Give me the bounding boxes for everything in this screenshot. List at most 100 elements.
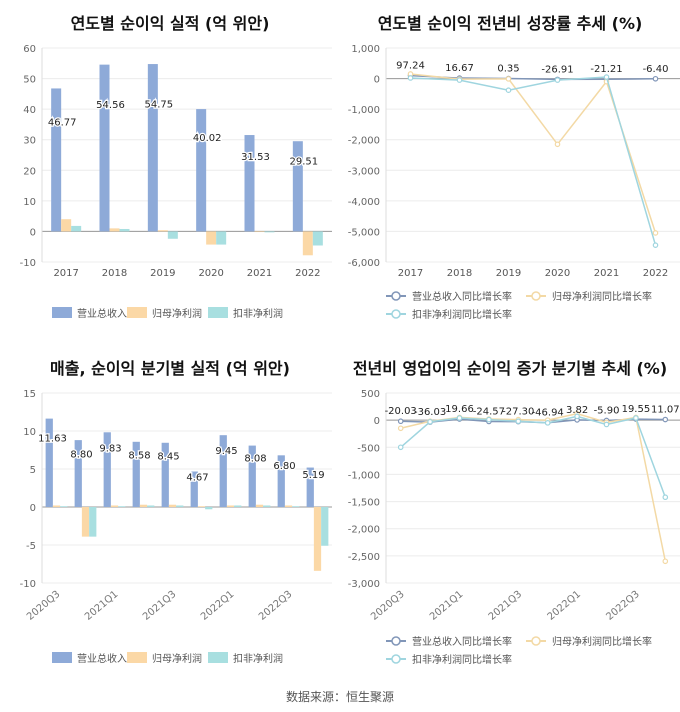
bar-3	[147, 505, 155, 507]
y-tick-label: -4,000	[348, 197, 380, 208]
bar-1	[306, 467, 314, 507]
bar-1	[292, 141, 303, 232]
chart-title: 연도별 순이익 실적 (억 위안)	[70, 14, 270, 33]
series-point	[544, 420, 551, 426]
series-point	[603, 421, 610, 428]
quarterly-growth-chart: 5000-500-1,000-1,500-2,000-2,500-3,00020…	[348, 389, 680, 666]
x-tick-label: 2021Q3	[487, 589, 524, 623]
legend-label: 扣非净利润同比增长率	[412, 308, 512, 321]
bar-2	[226, 505, 235, 507]
x-tick-label: 2021	[594, 268, 619, 279]
data-label: 54.56	[96, 100, 125, 111]
legend-label: 扣非净利润	[233, 652, 283, 665]
x-tick-label: 2022Q1	[199, 589, 236, 623]
bar-2	[313, 507, 322, 571]
y-tick-label: 60	[23, 44, 36, 55]
legend-marker	[391, 654, 401, 664]
series-point	[407, 75, 414, 81]
bar-3	[176, 505, 184, 507]
x-tick-label: 2021Q1	[428, 589, 465, 623]
legend-swatch	[127, 652, 147, 663]
legend-label: 营业总收入同比增长率	[412, 290, 512, 303]
x-tick-label: 2019	[150, 268, 175, 279]
x-tick-label: 2022Q1	[546, 589, 583, 623]
legend-marker	[531, 636, 541, 646]
y-tick-label: 10	[23, 427, 36, 438]
legend-label: 归母净利润	[152, 307, 202, 320]
bar-3	[205, 507, 213, 510]
y-tick-label: 15	[23, 389, 36, 400]
legend-label: 归母净利润	[152, 652, 202, 665]
legend-swatch	[127, 307, 147, 318]
y-tick-label: 40	[23, 105, 36, 116]
chart-title: 연도별 순이익 전년비 성장률 추세 (%)	[377, 14, 643, 33]
x-tick-label: 2020	[545, 268, 570, 279]
data-label: 11.07	[651, 405, 680, 416]
bar-3	[119, 228, 130, 232]
x-tick-label: 2022Q3	[257, 589, 294, 623]
bar-2	[157, 230, 168, 232]
data-label: 5.19	[302, 470, 324, 481]
data-label: 8.80	[70, 450, 92, 461]
x-tick-label: 2020Q3	[369, 589, 406, 623]
data-label: -5.90	[594, 405, 620, 416]
legend-swatch	[208, 307, 228, 318]
series-line-2	[400, 412, 667, 562]
data-label: 9.83	[99, 444, 121, 455]
bar-2	[109, 228, 120, 232]
bar-2	[255, 504, 264, 507]
annual-growth-panel: 연도별 순이익 전년비 성장률 추세 (%) 1,000 0 -1,000 -2,00…	[340, 0, 680, 350]
bar-3	[118, 506, 126, 507]
bar-1	[219, 435, 227, 507]
bar-1	[74, 440, 82, 507]
series-point	[505, 87, 512, 93]
data-label: -24.57	[473, 406, 505, 417]
x-tick-label: 2019	[496, 268, 521, 279]
legend-label: 归母净利润同比增长率	[552, 290, 652, 303]
data-label: -46.94	[532, 408, 564, 419]
y-tick-label: 0	[374, 75, 380, 86]
bar-2	[81, 507, 90, 537]
legend-swatch	[52, 307, 72, 318]
bar-1	[45, 418, 53, 507]
bar-1	[161, 442, 169, 507]
y-tick-label: -3,000	[348, 166, 380, 177]
data-label: 11.63	[38, 434, 67, 445]
series-point	[662, 494, 669, 501]
bar-1	[277, 455, 285, 507]
bar-1	[147, 64, 158, 232]
data-label: 97.24	[396, 61, 425, 72]
bar-2	[139, 504, 148, 507]
y-tick-label: 1,000	[351, 44, 380, 55]
x-tick-label: 2020Q3	[25, 589, 62, 623]
data-label: 40.02	[193, 133, 222, 144]
legend-marker	[391, 636, 401, 646]
data-label: 29.51	[290, 157, 319, 168]
bar-2	[52, 505, 61, 507]
series-point	[397, 418, 404, 425]
y-tick-label: 5	[30, 465, 36, 476]
bar-3	[292, 506, 300, 507]
x-tick-label: 2018	[102, 268, 127, 279]
legend-label: 扣非净利润	[233, 307, 283, 320]
series-point	[397, 444, 404, 451]
annual-growth-chart: 1,000 0 -1,000 -2,000 -3,000 -4,000 -5,000 -6,0…	[348, 44, 680, 321]
bar-1	[99, 64, 110, 232]
y-tick-label: -2,000	[348, 136, 380, 147]
series-point	[554, 141, 561, 148]
x-tick-label: 2022Q3	[604, 589, 641, 623]
quarterly-revenue-profit-panel: 매출, 순이익 분기별 실적 (억 위안) 15 10 5 0 -5 -10 2020Q3 2…	[0, 345, 340, 695]
x-tick-label: 2021	[247, 268, 272, 279]
series-point	[456, 415, 463, 421]
bar-3	[264, 231, 275, 233]
y-tick-label: 500	[361, 389, 380, 400]
series-point	[652, 242, 659, 248]
bar-3	[167, 231, 178, 239]
bar-1	[103, 432, 111, 507]
bar-2	[168, 504, 177, 507]
annual-revenue-profit-panel: 연도별 순이익 실적 (억 위안) 60 50 40 30 20 10 0 -10 2017 20…	[0, 0, 340, 350]
y-tick-label: 10	[23, 197, 36, 208]
legend-label: 归母净利润同比增长率	[552, 635, 652, 648]
data-label: 8.08	[244, 454, 266, 465]
x-tick-label: 2020	[198, 268, 223, 279]
